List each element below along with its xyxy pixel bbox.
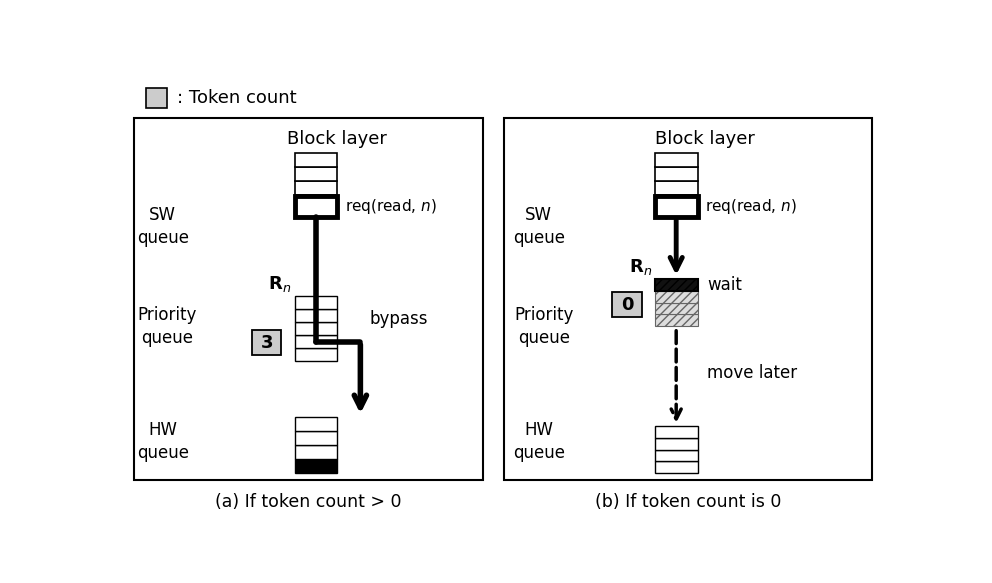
Bar [655,181,697,195]
Text: 0: 0 [621,296,633,314]
Text: wait: wait [707,276,742,294]
Bar [252,330,282,355]
Text: SW: SW [525,206,553,224]
Bar [146,87,167,108]
Bar [655,153,697,167]
Bar [655,449,697,461]
Text: SW: SW [149,206,177,224]
Text: queue: queue [513,229,564,247]
Text: Priority: Priority [137,306,196,324]
Bar [655,438,697,449]
Bar [655,427,697,438]
Bar [295,348,337,361]
Text: R$_n$: R$_n$ [268,274,292,294]
Bar [295,308,337,322]
Bar [295,167,337,181]
Bar [655,279,697,290]
Text: move later: move later [707,364,797,381]
Bar [134,118,483,480]
Bar [655,290,697,303]
Text: queue: queue [518,329,570,347]
Bar [295,431,337,445]
Bar [655,461,697,473]
Bar [655,167,697,181]
Text: 3: 3 [260,333,273,352]
Text: bypass: bypass [370,310,429,328]
Text: : Token count: : Token count [177,89,297,107]
Bar [295,417,337,431]
Text: req(read, $n$): req(read, $n$) [345,197,436,216]
Text: Block layer: Block layer [288,130,387,148]
Text: HW: HW [524,422,554,440]
Bar [295,335,337,348]
Text: req(read, $n$): req(read, $n$) [705,197,798,216]
Bar [504,118,872,480]
Text: Priority: Priority [515,306,573,324]
Bar [655,196,697,217]
Bar [655,314,697,326]
Bar [295,196,337,217]
Bar [655,303,697,314]
Bar [295,459,337,473]
Text: queue: queue [513,444,564,462]
Bar [612,293,642,317]
Text: HW: HW [148,422,178,440]
Text: queue: queue [141,329,192,347]
Bar [295,181,337,195]
Text: R$_n$: R$_n$ [629,257,652,277]
Bar [295,296,337,308]
Text: (a) If token count > 0: (a) If token count > 0 [215,493,402,511]
Text: queue: queue [137,229,188,247]
Bar [295,153,337,167]
Text: Block layer: Block layer [656,130,755,148]
Text: queue: queue [137,444,188,462]
Bar [295,445,337,459]
Text: (b) If token count is 0: (b) If token count is 0 [594,493,781,511]
Bar [295,322,337,335]
